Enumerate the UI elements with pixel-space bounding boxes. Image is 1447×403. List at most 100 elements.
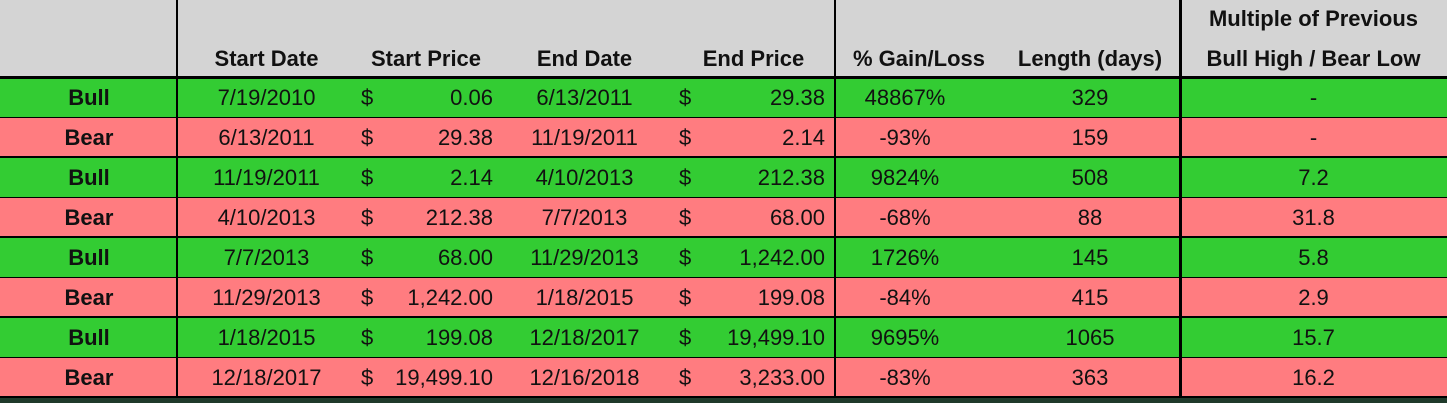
cell-text: Bear	[64, 365, 114, 390]
row-border	[0, 277, 1447, 278]
cell-text: 11/29/2013	[212, 285, 321, 310]
cell-text: 9695%	[870, 325, 940, 350]
cell-text: -93%	[879, 125, 931, 150]
cell-text: % Gain/Loss	[852, 46, 986, 71]
cell-text: Bear	[64, 285, 114, 310]
cell-text: 5.8	[1298, 245, 1329, 270]
cell-text: -68%	[879, 205, 931, 230]
cell-text: 12/16/2018	[529, 365, 640, 390]
cell-text: Bear	[64, 125, 114, 150]
cell-text: -	[1309, 85, 1318, 110]
row-background	[0, 158, 1447, 198]
cell-text: Length (days)	[1017, 46, 1163, 71]
cell-text: Bear	[64, 205, 114, 230]
cell-text: 212.38	[757, 165, 825, 190]
row-border	[0, 236, 1447, 239]
row-border	[0, 197, 1447, 198]
cell-text: Start Price	[370, 46, 482, 71]
cell-text: $	[679, 205, 692, 230]
cell-text: 68.00	[437, 245, 493, 270]
cell-text: Multiple of Previous	[1208, 6, 1419, 31]
cell-text: 48867%	[864, 85, 946, 110]
cell-text: 415	[1071, 285, 1109, 310]
cell-text: 3,233.00	[739, 365, 825, 390]
cell-text: $	[679, 325, 692, 350]
cell-text: Bull	[68, 245, 110, 270]
cell-text: 1726%	[870, 245, 940, 270]
cell-text: 15.7	[1292, 325, 1335, 350]
cell-text: 4/10/2013	[535, 165, 634, 190]
header-border	[0, 76, 1447, 79]
cell-text: $	[679, 125, 692, 150]
cell-text: 19,499.10	[395, 365, 493, 390]
row-background	[0, 78, 1447, 118]
cell-text: 29.38	[437, 125, 493, 150]
cell-text: End Date	[536, 46, 633, 71]
cell-text: 7/7/2013	[541, 205, 628, 230]
cell-text: 11/19/2011	[531, 125, 638, 150]
cell-text: 6/13/2011	[218, 125, 315, 150]
cell-text: 19,499.10	[727, 325, 825, 350]
row-background	[0, 278, 1447, 318]
cell-text: 1/18/2015	[535, 285, 634, 310]
column-border	[834, 0, 836, 403]
cell-text: Bull	[68, 85, 110, 110]
cell-text: 4/10/2013	[217, 205, 316, 230]
cell-text: 363	[1071, 365, 1109, 390]
cell-text: $	[679, 165, 692, 190]
cell-text: 199.08	[757, 285, 825, 310]
cell-text: Bull High / Bear Low	[1206, 46, 1421, 71]
cell-text: $	[361, 205, 374, 230]
column-border	[1179, 0, 1182, 403]
cell-text: 508	[1071, 165, 1109, 190]
column-border	[176, 0, 178, 403]
cell-text: End Price	[702, 46, 805, 71]
cell-text: $	[361, 165, 374, 190]
cell-text: $	[361, 285, 374, 310]
cell-text: 199.08	[425, 325, 493, 350]
cell-text: 12/18/2017	[211, 365, 322, 390]
cell-text: -84%	[879, 285, 931, 310]
cell-text: 31.8	[1292, 205, 1335, 230]
cell-text: 16.2	[1292, 365, 1335, 390]
cell-text: 2.14	[450, 165, 493, 190]
cell-text: 29.38	[769, 85, 825, 110]
cell-text: $	[679, 285, 692, 310]
row-background	[0, 238, 1447, 278]
cell-text: $	[679, 245, 692, 270]
cell-text: $	[361, 245, 374, 270]
cell-text: 7/19/2010	[217, 85, 316, 110]
cell-text: 159	[1071, 125, 1109, 150]
cell-text: 7/7/2013	[223, 245, 310, 270]
row-border	[0, 156, 1447, 159]
cell-text: 2.9	[1298, 285, 1329, 310]
row-background	[0, 198, 1447, 238]
cell-text: 2.14	[782, 125, 825, 150]
cell-text: Bull	[68, 165, 110, 190]
cell-text: 1065	[1065, 325, 1115, 350]
cell-text: 329	[1071, 85, 1109, 110]
cell-text: 0.06	[450, 85, 493, 110]
row-background	[0, 358, 1447, 398]
cell-text: 68.00	[769, 205, 825, 230]
cell-text: 6/13/2011	[536, 85, 633, 110]
cell-text: 1,242.00	[407, 285, 493, 310]
cell-text: Bull	[68, 325, 110, 350]
row-background	[0, 118, 1447, 158]
cell-text: $	[361, 85, 374, 110]
row-border	[0, 117, 1447, 118]
cell-text: 11/19/2011	[213, 165, 320, 190]
cell-text: $	[361, 125, 374, 150]
bottom-border	[0, 398, 1447, 403]
cell-text: Start Date	[214, 46, 319, 71]
cell-text: -	[1309, 125, 1318, 150]
row-border	[0, 396, 1447, 399]
cell-text: $	[361, 365, 374, 390]
cell-text: 7.2	[1298, 165, 1329, 190]
cell-text: -83%	[879, 365, 931, 390]
row-border	[0, 357, 1447, 358]
cell-text: 9824%	[870, 165, 940, 190]
cell-text: 11/29/2013	[530, 245, 639, 270]
row-background	[0, 318, 1447, 358]
